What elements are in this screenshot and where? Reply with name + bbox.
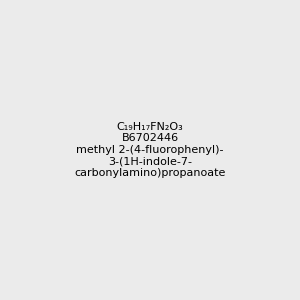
- Text: C₁₉H₁₇FN₂O₃
B6702446
methyl 2-(4-fluorophenyl)-
3-(1H-indole-7-
carbonylamino)pr: C₁₉H₁₇FN₂O₃ B6702446 methyl 2-(4-fluorop…: [74, 122, 226, 178]
